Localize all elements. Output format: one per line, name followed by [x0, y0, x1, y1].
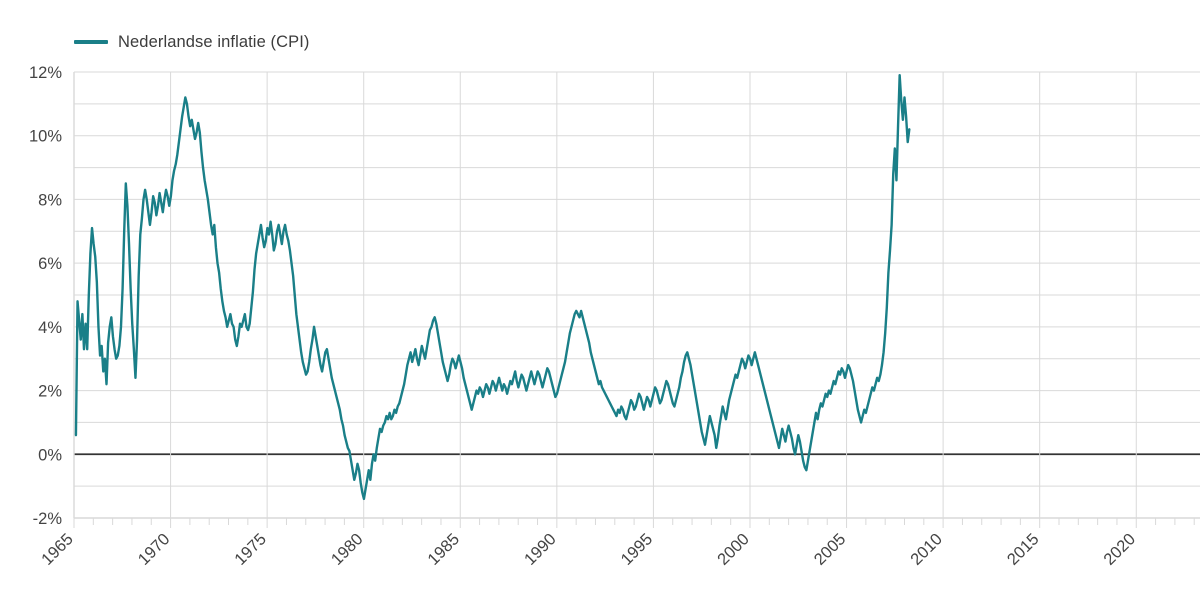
- grid-layer: [73, 71, 1200, 528]
- x-axis-tick-label: 1970: [135, 530, 174, 569]
- x-axis-tick-label: 1965: [38, 530, 77, 569]
- y-axis-tick-label: 4%: [38, 319, 62, 337]
- y-axis-tick-label: -2%: [33, 510, 63, 528]
- x-axis-tick-label: 2000: [714, 530, 753, 569]
- chart-legend: Nederlandse inflatie (CPI): [74, 30, 310, 54]
- x-axis-tick-label: 2020: [1100, 530, 1139, 569]
- x-axis-tick-label: 1975: [231, 530, 270, 569]
- x-axis-tick-label: 2015: [1004, 530, 1043, 569]
- x-axis-tick-label: 1985: [424, 530, 463, 569]
- y-axis-tick-label: 10%: [29, 128, 62, 146]
- y-axis-tick-label: 0%: [38, 446, 62, 464]
- x-axis-tick-label: 1990: [521, 530, 560, 569]
- x-axis-tick-label: 1995: [618, 530, 657, 569]
- y-axis-tick-label: 12%: [29, 64, 62, 82]
- x-axis-tick-label: 2010: [907, 530, 946, 569]
- x-axis-labels: 1965 1970 1975 1980 1985 1990 1995 2000 2005 2010…: [38, 530, 1139, 569]
- y-axis-tick-label: 8%: [38, 191, 62, 209]
- legend-line-swatch: [74, 40, 108, 44]
- series-layer: [74, 73, 911, 501]
- y-axis-tick-label: 6%: [38, 255, 62, 273]
- x-axis-tick-label: 2005: [811, 530, 850, 569]
- y-axis-tick-label: 2%: [38, 383, 62, 401]
- y-axis-labels: 12% 10% 8% 6% 4% 2% 0% -2%: [29, 64, 62, 528]
- series-line-cpi: [74, 73, 911, 501]
- legend-label-cpi: Nederlandse inflatie (CPI): [118, 32, 310, 51]
- x-axis-tick-label: 1980: [328, 530, 367, 569]
